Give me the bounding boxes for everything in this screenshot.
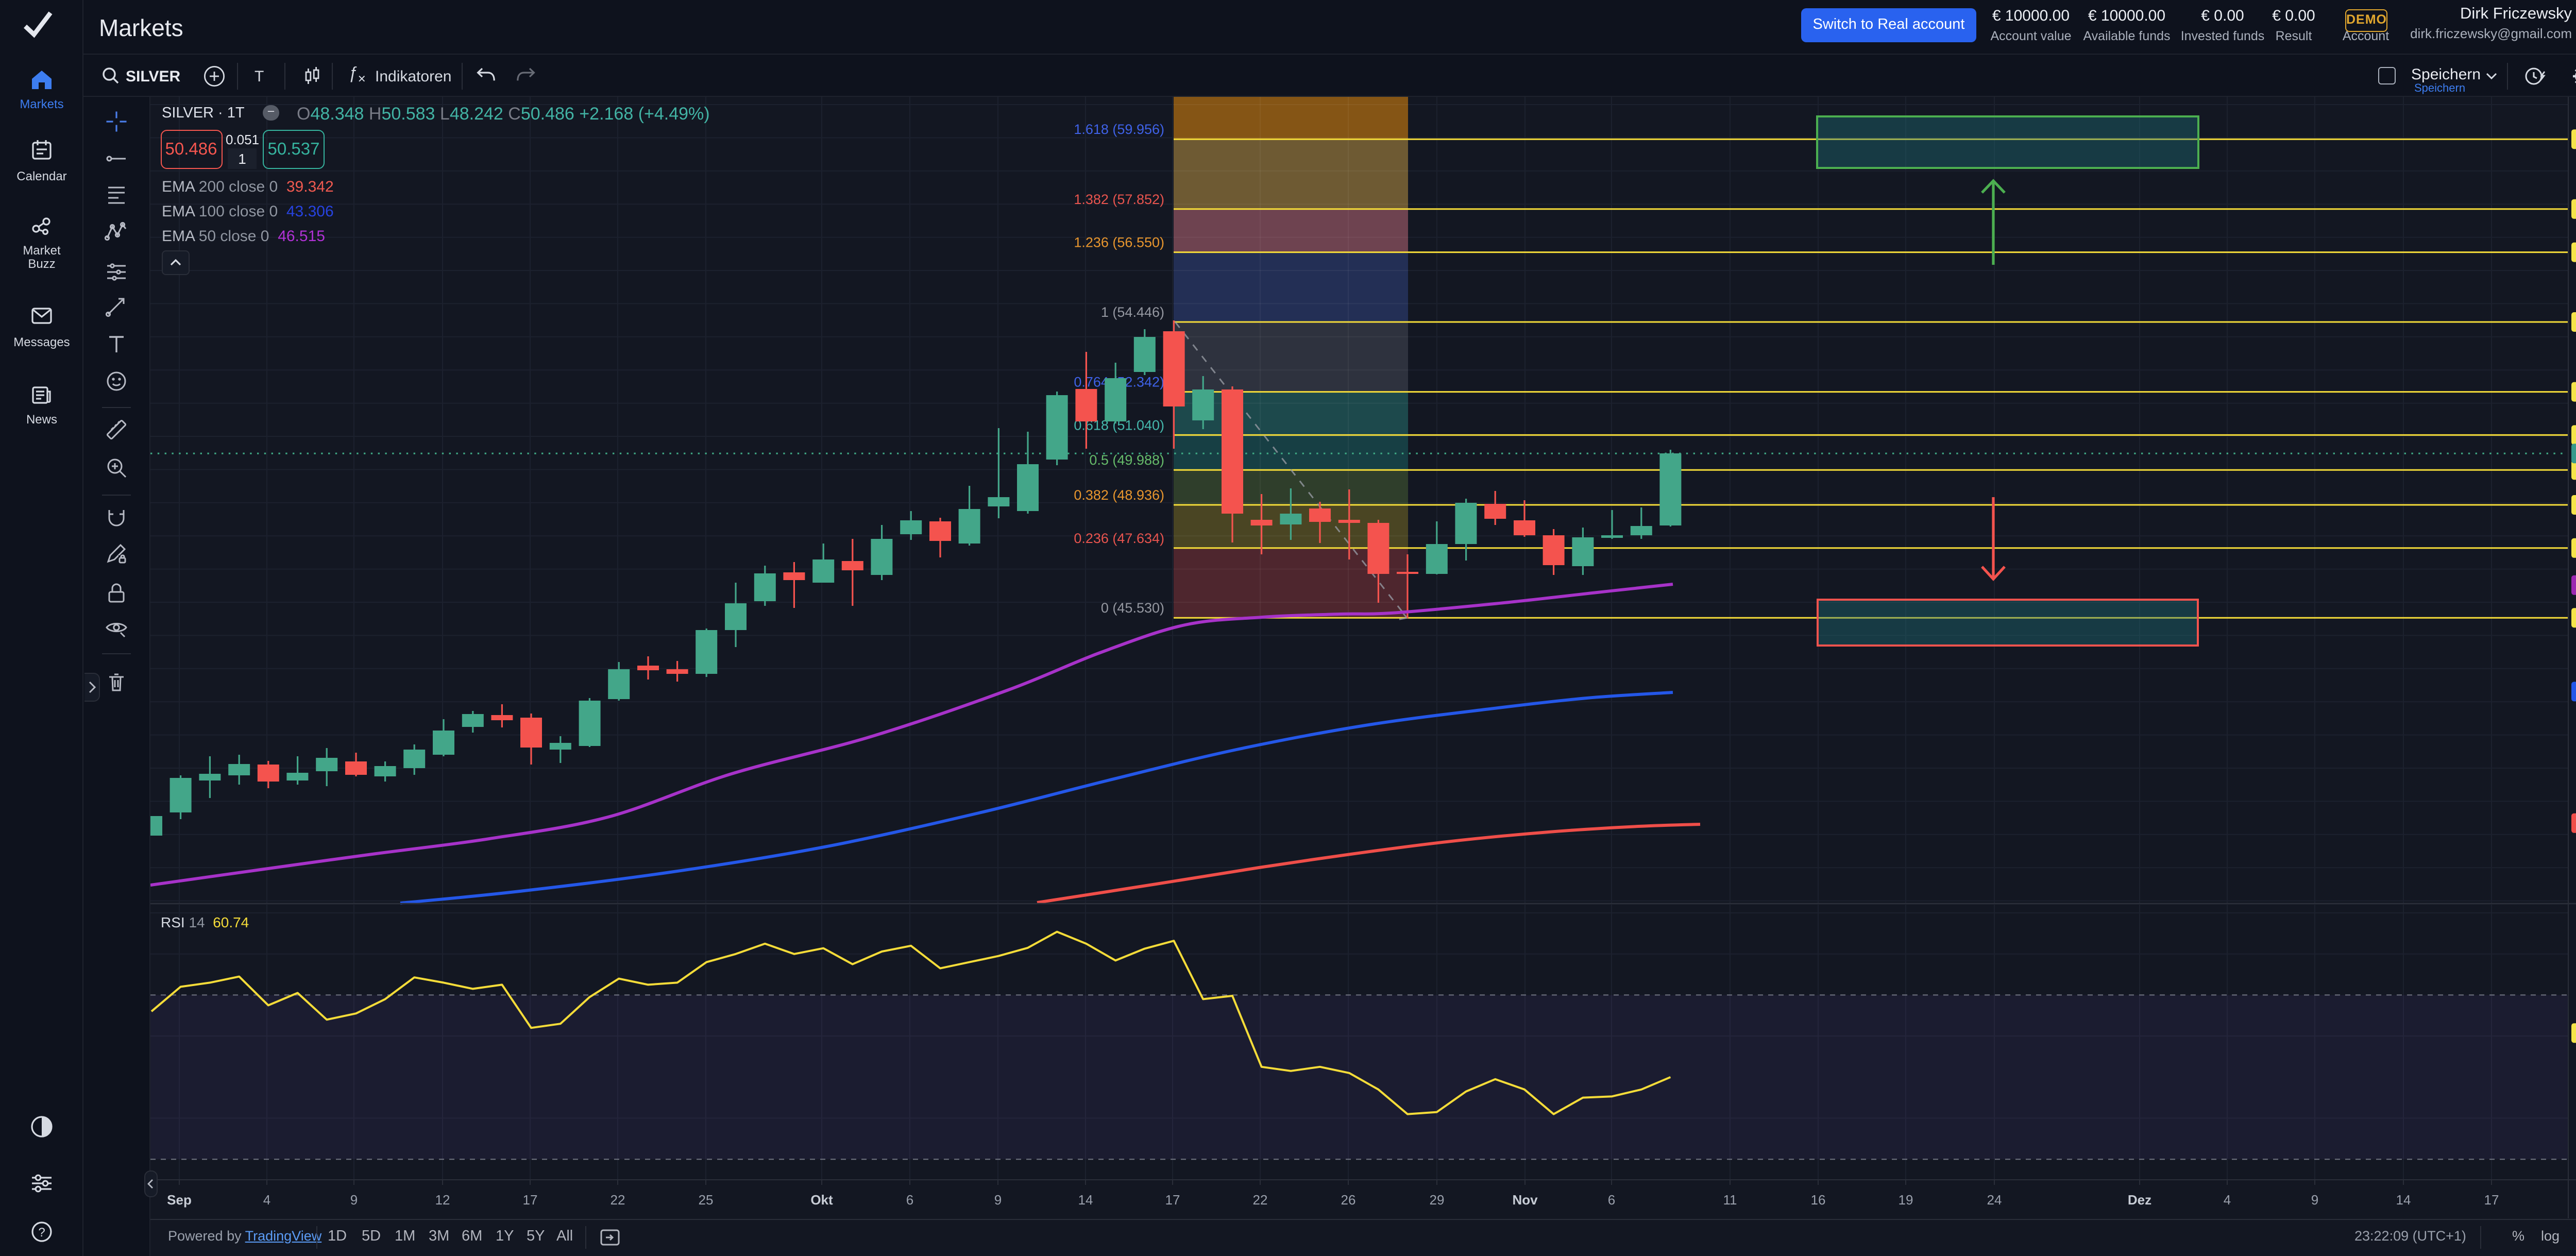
svg-text:25: 25 [699,1192,714,1208]
svg-text:14: 14 [1078,1192,1093,1208]
svg-text:1.618 (59.956): 1.618 (59.956) [1074,122,1164,137]
svg-text:1 (54.446): 1 (54.446) [1101,304,1164,320]
svg-text:9: 9 [994,1192,1002,1208]
svg-text:?: ? [38,1226,45,1240]
svg-text:22: 22 [1253,1192,1268,1208]
svg-text:17: 17 [1165,1192,1180,1208]
svg-text:4: 4 [2224,1192,2231,1208]
svg-text:Dez: Dez [2128,1192,2151,1208]
svg-text:24: 24 [1987,1192,2002,1208]
svg-text:11: 11 [1723,1192,1737,1208]
svg-text:17: 17 [523,1192,538,1208]
svg-text:26: 26 [1341,1192,1356,1208]
svg-text:Nov: Nov [1512,1192,1538,1208]
svg-text:22: 22 [611,1192,625,1208]
svg-text:29: 29 [1430,1192,1445,1208]
svg-text:0.5 (49.988): 0.5 (49.988) [1089,452,1164,468]
svg-text:17: 17 [2484,1192,2499,1208]
svg-text:16: 16 [1811,1192,1826,1208]
svg-text:12: 12 [435,1192,450,1208]
svg-text:0.382 (48.936): 0.382 (48.936) [1074,487,1164,503]
svg-text:1.236 (56.550): 1.236 (56.550) [1074,235,1164,250]
svg-text:Okt: Okt [810,1192,833,1208]
svg-text:Sep: Sep [167,1192,192,1208]
svg-text:14: 14 [2396,1192,2411,1208]
svg-text:0.236 (47.634): 0.236 (47.634) [1074,531,1164,546]
svg-text:9: 9 [350,1192,358,1208]
svg-text:19: 19 [1899,1192,1913,1208]
svg-text:4: 4 [263,1192,270,1208]
svg-text:0 (45.530): 0 (45.530) [1101,600,1164,616]
svg-text:6: 6 [906,1192,913,1208]
svg-text:1.382 (57.852): 1.382 (57.852) [1074,192,1164,207]
svg-text:9: 9 [2311,1192,2318,1208]
svg-text:6: 6 [1608,1192,1615,1208]
